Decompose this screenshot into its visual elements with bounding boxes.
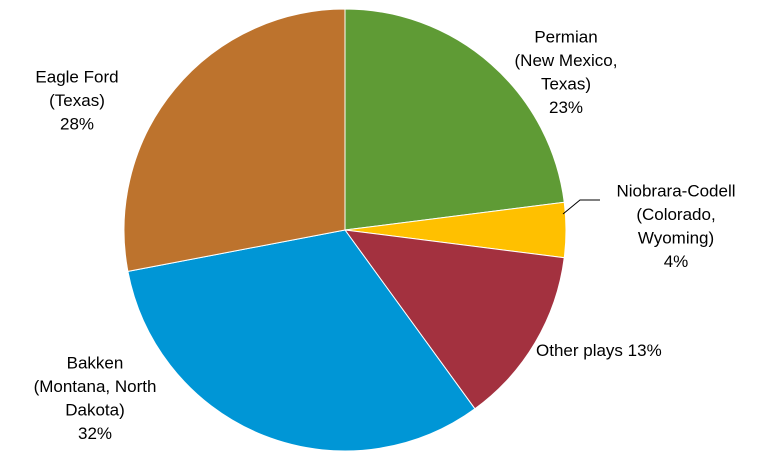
slice-label: Niobrara-Codell (Colorado, Wyoming) 4% [616,181,735,271]
slice-label: Permian (New Mexico, Texas) 23% [515,27,618,117]
leader-line [562,199,600,215]
value-label: 28% [60,114,94,133]
pie-slice [344,8,565,231]
pie-slice [127,229,476,452]
category-label: (Colorado, [636,205,715,224]
value-label: 23% [549,98,583,117]
category-label: Other plays 13% [536,341,662,360]
category-label: (Texas) [49,91,105,110]
category-label: Permian [534,27,597,46]
category-label: Bakken [67,353,124,372]
category-label: Wyoming) [638,228,714,247]
slice-label: Eagle Ford (Texas) 28% [35,67,118,133]
category-label: Niobrara-Codell [616,181,735,200]
pie-slice [343,229,565,410]
value-label: 32% [78,424,112,443]
value-label: 13% [628,341,662,360]
category-label: Texas) [541,74,591,93]
category-label: Other plays [536,341,623,360]
value-label: 4% [664,252,689,271]
pie-slice [123,8,346,272]
category-label: (New Mexico, [515,51,618,70]
category-label: (Montana, North [34,377,157,396]
category-label: Dakota) [65,400,125,419]
slice-label: Bakken (Montana, North Dakota) 32% [34,353,157,443]
category-label: Eagle Ford [35,67,118,86]
slice-label: Other plays 13% [536,341,662,360]
